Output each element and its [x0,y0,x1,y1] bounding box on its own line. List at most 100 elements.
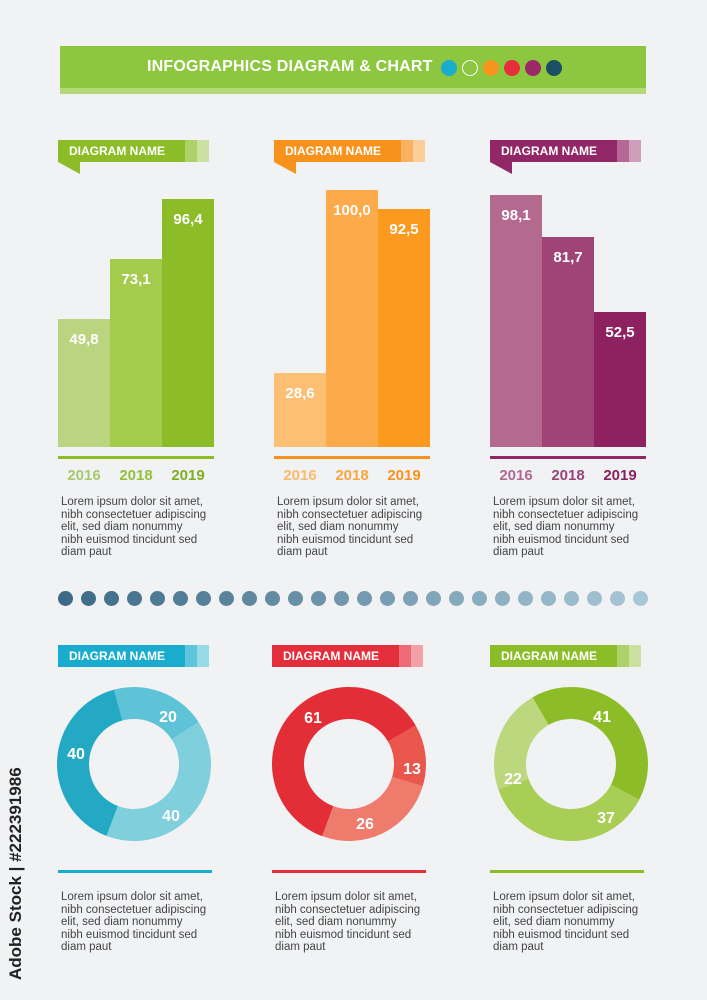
donut-chart [272,687,426,841]
description-line: diam paut [277,546,328,559]
description-line: Lorem ipsum dolor sit amet, [275,891,417,903]
tag-tail [490,162,512,174]
separator-dot [541,591,556,606]
description-line: elit, sed diam nonummy [275,916,397,929]
donut-chart [56,687,212,841]
diagram-name-tag: DIAGRAM NAME [490,140,617,162]
tag-extension [197,140,209,162]
year-label: 2016 [283,467,317,484]
bar-2019 [162,199,214,447]
donut-value-label: 41 [593,709,611,726]
tag-extension [399,645,411,667]
header-dot [546,60,562,76]
chart-baseline [490,456,646,459]
donut-value-label: 37 [597,810,615,827]
donut-slice [56,689,123,836]
description-line: elit, sed diam nonummy [493,521,615,534]
separator-dot [426,591,441,606]
year-label: 2018 [551,467,585,484]
tag-extension [185,140,197,162]
bar-value-label: 49,8 [69,330,99,348]
bar-2018 [326,189,378,447]
separator-dot [173,591,188,606]
header-dot [504,60,520,76]
separator-dot [311,591,326,606]
tag-extension [411,645,423,667]
donut-slice [494,697,549,790]
separator-dot [127,591,142,606]
chart-underline [490,870,644,873]
description-line: Lorem ipsum dolor sit amet, [493,496,635,508]
description-line: nibh consectetuer adipiscing [61,508,207,521]
description-line: nibh consectetuer adipiscing [275,903,421,916]
chart-baseline [274,456,430,459]
description-line: nibh euismod tincidunt sed [493,928,630,941]
description-line: Lorem ipsum dolor sit amet, [277,496,419,508]
donut-value-label: 40 [67,746,85,763]
year-label: 2019 [603,467,637,484]
separator-dot [196,591,211,606]
description-line: elit, sed diam nonummy [493,916,615,929]
donut-slice [322,777,423,841]
bar-value-label: 28,6 [285,385,315,403]
chart-underline [272,870,426,873]
description-line: Lorem ipsum dolor sit amet, [61,891,203,903]
description-line: Lorem ipsum dolor sit amet, [493,891,635,903]
donut-slice [498,778,640,841]
header-dot [462,60,478,76]
donut-slice [532,687,648,800]
separator-dot [58,591,73,606]
bar-value-label: 98,1 [501,206,531,224]
bar-value-label: 81,7 [553,248,583,266]
diagram-name-tag: DIAGRAM NAME [274,140,401,162]
bar-2019 [594,312,646,447]
diagram-name-tag: DIAGRAM NAME [58,645,185,667]
tag-extension [617,645,629,667]
donut-slice [387,725,426,787]
year-label: 2018 [119,467,153,484]
donut-value-label: 13 [403,761,421,778]
tag-extension [401,140,413,162]
year-label: 2019 [387,467,421,484]
description-line: nibh euismod tincidunt sed [61,533,198,546]
diagram-name-tag: DIAGRAM NAME [272,645,399,667]
donut-slice [114,687,199,740]
chart-baseline [58,456,214,459]
separator-dot [81,591,96,606]
tag-extension [617,140,629,162]
bar-2018 [110,259,162,447]
separator-dot [150,591,165,606]
description-line: nibh euismod tincidunt sed [61,928,198,941]
description-line: nibh consectetuer adipiscing [493,903,639,916]
description-line: diam paut [61,546,112,559]
separator-dot [472,591,487,606]
separator-dot [265,591,280,606]
separator-dot [403,591,418,606]
year-label: 2018 [335,467,369,484]
description-line: nibh consectetuer adipiscing [493,508,639,521]
diagram-name-tag: DIAGRAM NAME [58,140,185,162]
separator-dot [288,591,303,606]
separator-dot [104,591,119,606]
description-line: diam paut [493,546,544,559]
separator-dot [357,591,372,606]
chart-underline [58,870,212,873]
bar-2019 [378,209,430,447]
separator-dot [449,591,464,606]
donut-chart [494,687,648,841]
donut-value-label: 61 [304,710,322,727]
bar-2016 [274,373,326,447]
description-line: nibh consectetuer adipiscing [61,903,207,916]
chart-description: Lorem ipsum dolor sit amet, nibh consecte… [493,891,658,954]
tag-extension [629,140,641,162]
bar-value-label: 52,5 [605,324,635,341]
separator-dot [633,591,648,606]
bar-2018 [542,236,594,447]
tag-tail [58,162,80,174]
description-line: nibh euismod tincidunt sed [275,928,412,941]
header-dot [441,60,457,76]
year-label: 2016 [67,467,101,484]
separator-dot [587,591,602,606]
chart-description: Lorem ipsum dolor sit amet, nibh consecte… [493,496,658,559]
description-line: nibh consectetuer adipiscing [277,508,423,521]
